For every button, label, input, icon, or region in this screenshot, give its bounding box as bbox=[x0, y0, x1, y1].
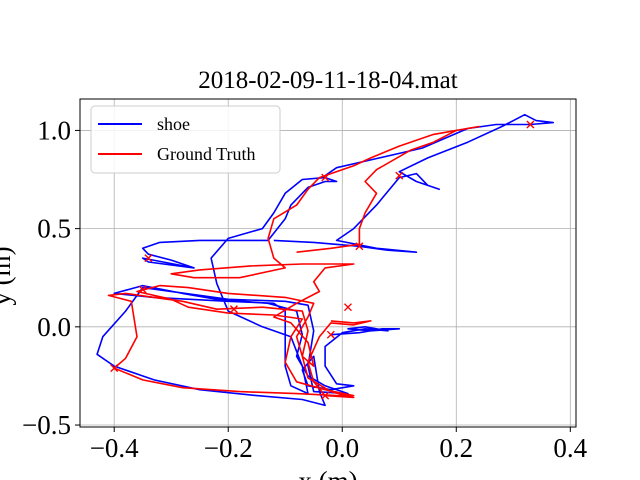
ticks: −0.4 −0.2 0.0 0.2 0.4 −0.5 0.0 0.5 1.0 bbox=[22, 115, 588, 463]
x-marker bbox=[110, 364, 119, 373]
legend-label: Ground Truth bbox=[157, 144, 256, 164]
series-line-shoe bbox=[96, 176, 401, 407]
x-marker bbox=[321, 173, 330, 182]
x-marker bbox=[138, 285, 147, 294]
series-ground-truth bbox=[107, 120, 535, 400]
y-tick-label: −0.5 bbox=[22, 410, 71, 440]
y-tick-label: 1.0 bbox=[37, 115, 71, 145]
x-marker bbox=[321, 391, 330, 400]
x-tick-label: −0.2 bbox=[204, 433, 253, 463]
x-marker bbox=[343, 303, 352, 312]
axes-frame bbox=[79, 98, 577, 428]
x-marker bbox=[144, 254, 153, 263]
x-marker bbox=[229, 305, 238, 314]
x-tick-label: 0.4 bbox=[553, 433, 587, 463]
x-marker bbox=[326, 330, 335, 339]
legend-box bbox=[90, 105, 281, 174]
legend: shoe Ground Truth bbox=[90, 105, 281, 174]
x-tick-label: 0.0 bbox=[325, 433, 359, 463]
x-marker bbox=[395, 171, 404, 180]
series-line-ground-truth bbox=[107, 172, 372, 399]
y-tick-label: 0.5 bbox=[37, 214, 71, 244]
series-layer bbox=[96, 113, 554, 407]
series-line-ground-truth bbox=[296, 125, 480, 253]
chart-title: 2018-02-09-11-18-04.mat bbox=[198, 67, 457, 94]
x-tick-label: 0.2 bbox=[439, 433, 473, 463]
x-axis-label: x (m) bbox=[298, 466, 357, 480]
series-line-shoe bbox=[273, 113, 554, 253]
y-axis-label: y (m) bbox=[0, 246, 16, 305]
x-marker bbox=[355, 242, 364, 251]
x-marker bbox=[526, 120, 535, 129]
legend-label: shoe bbox=[157, 114, 190, 134]
y-tick-label: 0.0 bbox=[37, 312, 71, 342]
x-tick-label: −0.4 bbox=[90, 433, 139, 463]
